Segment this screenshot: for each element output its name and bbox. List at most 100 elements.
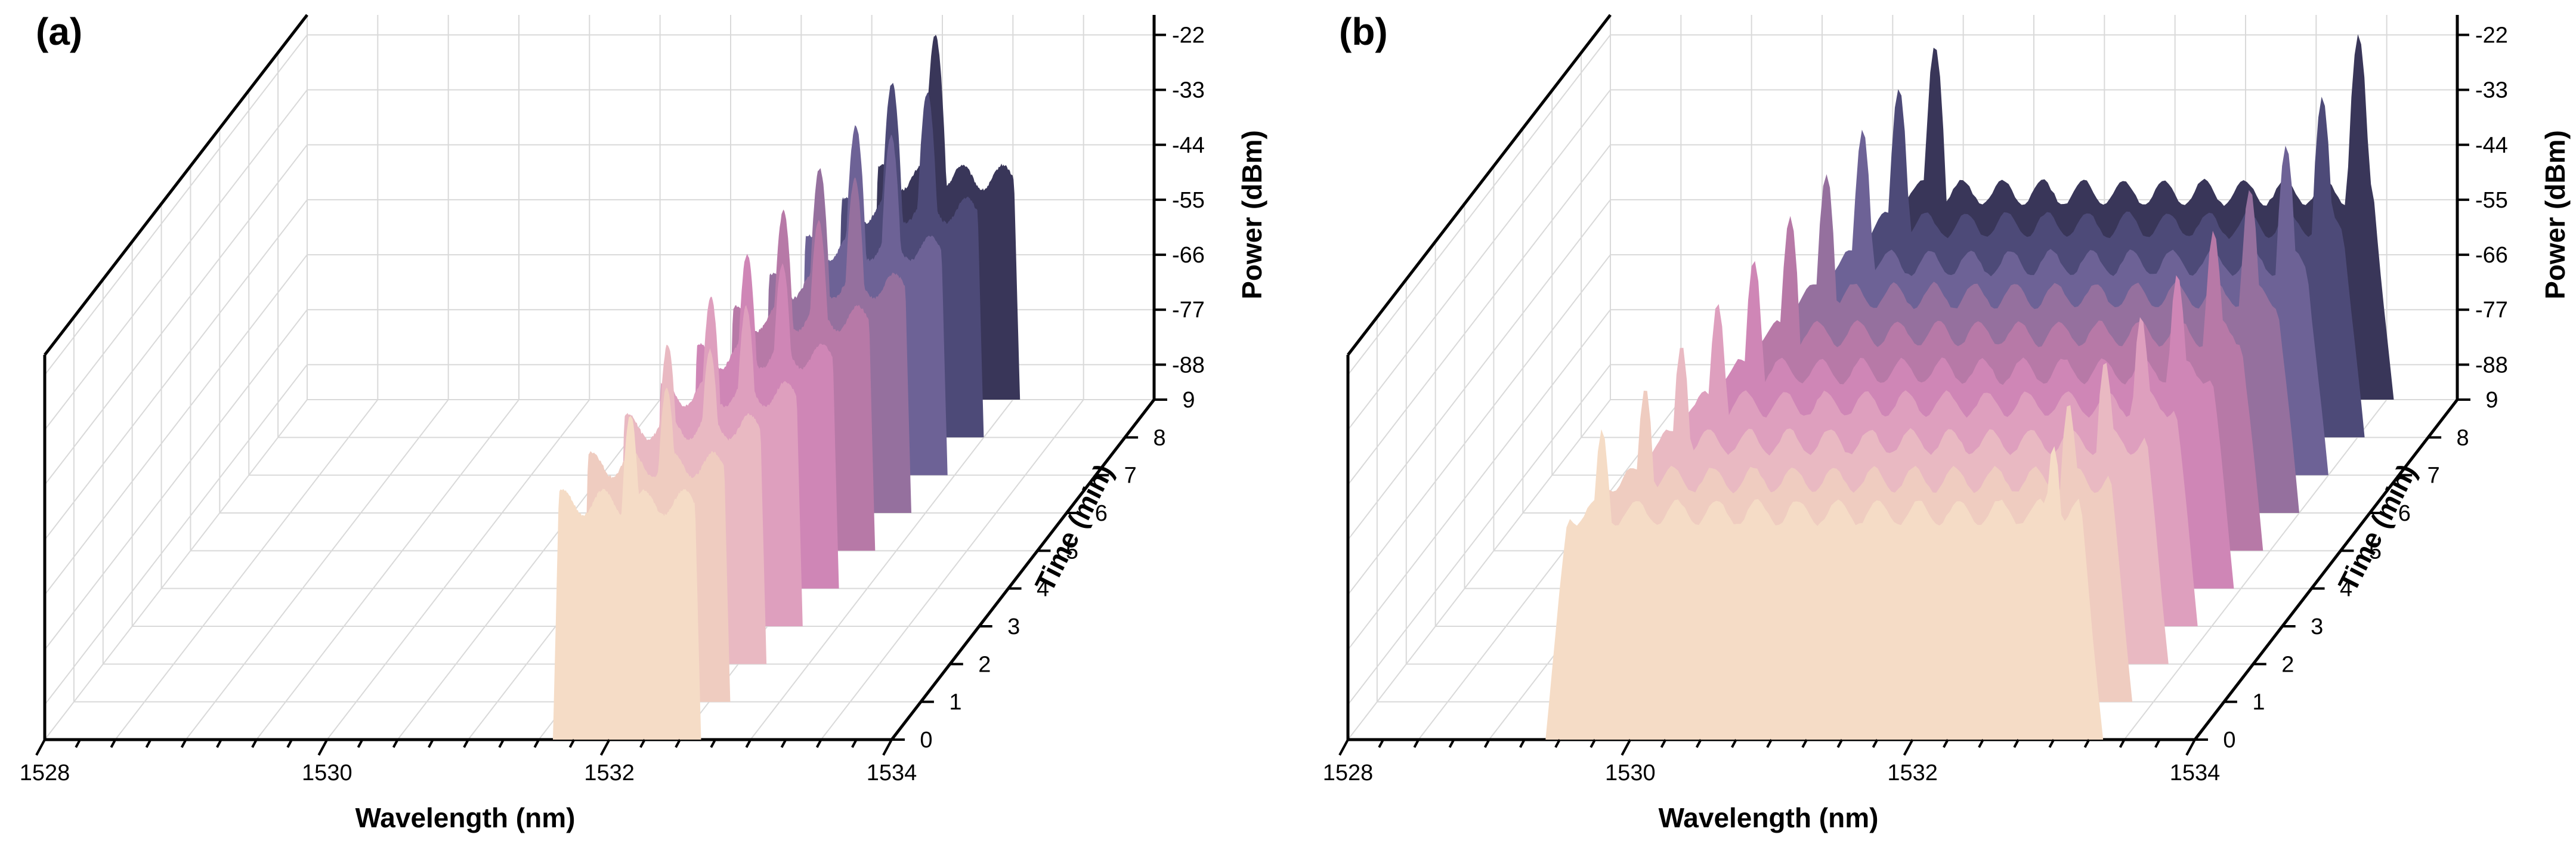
y-tick-label: 1 xyxy=(2252,690,2265,715)
z-tick-label: -66 xyxy=(1172,243,1205,268)
side-grid-line xyxy=(1347,309,1611,650)
x-tick xyxy=(1338,739,1349,756)
x-tick xyxy=(317,739,329,756)
x-minor-tick xyxy=(2119,739,2126,748)
side-grid-line xyxy=(1347,364,1611,705)
x-minor-tick xyxy=(2083,739,2091,748)
z-tick-label: -77 xyxy=(2475,298,2508,323)
series-layer xyxy=(1545,34,2394,740)
z-tick-label: -33 xyxy=(1172,78,1205,103)
y-tick-label: 4 xyxy=(1037,577,1049,602)
y-tick-label: 8 xyxy=(1154,425,1166,450)
floor-grid-line xyxy=(820,399,1084,740)
y-tick-label: 0 xyxy=(2223,728,2235,753)
x-minor-tick xyxy=(1801,739,1808,748)
x-minor-tick xyxy=(145,739,152,748)
floor-grid-line xyxy=(115,399,379,740)
side-grid-line xyxy=(1347,89,1611,431)
z-tick-label: -22 xyxy=(2475,23,2508,48)
x-tick xyxy=(2185,739,2196,756)
x-tick-label: 1534 xyxy=(867,760,917,786)
side-grid-line xyxy=(44,199,308,540)
z-tick-label: -33 xyxy=(2475,78,2508,103)
y-tick-label: 2 xyxy=(978,652,991,677)
y-tick-label: 2 xyxy=(2281,652,2294,677)
y-tick-label: 8 xyxy=(2457,425,2469,450)
axis-frame-edge xyxy=(2194,398,2459,741)
x-minor-tick xyxy=(1554,739,1561,748)
x-minor-tick xyxy=(568,739,576,748)
z-tick-label: -22 xyxy=(1172,23,1205,48)
x-tick xyxy=(35,739,46,756)
x-minor-tick xyxy=(392,739,399,748)
floor-grid-line xyxy=(326,399,590,740)
x-tick xyxy=(882,739,893,756)
x-minor-tick xyxy=(780,739,787,748)
side-grid-line xyxy=(1347,34,1611,376)
z-tick-label: -55 xyxy=(2475,188,2508,213)
x-minor-tick xyxy=(851,739,858,748)
y-tick-label: 9 xyxy=(2485,388,2498,413)
z-tick-label: -77 xyxy=(1172,298,1205,323)
x-minor-tick xyxy=(1448,739,1455,748)
y-tick-label: 3 xyxy=(2311,614,2323,639)
x-tick-label: 1530 xyxy=(1605,760,1656,786)
x-minor-tick xyxy=(815,739,822,748)
y-tick-label: 5 xyxy=(1066,539,1078,564)
x-tick xyxy=(599,739,611,756)
axis-frame-edge xyxy=(1347,14,1612,356)
x-minor-tick xyxy=(1766,739,1773,748)
x-minor-tick xyxy=(498,739,505,748)
z-tick-label: -44 xyxy=(1172,133,1205,158)
x-minor-tick xyxy=(675,739,681,748)
floor-grid-line xyxy=(1418,399,1682,740)
side-grid-line xyxy=(1347,144,1611,486)
x-axis-label: Wavelength (nm) xyxy=(355,802,576,833)
x-minor-tick xyxy=(251,739,258,748)
side-grid-line xyxy=(44,144,308,486)
x-minor-tick xyxy=(1836,739,1844,748)
x-minor-tick xyxy=(745,739,752,748)
spectrum-area-t0 xyxy=(553,416,701,740)
side-grid-line xyxy=(1347,199,1611,540)
y-tick-label: 9 xyxy=(1182,388,1195,413)
panel-label: (b) xyxy=(1339,10,1388,53)
x-minor-tick xyxy=(75,739,81,748)
x-minor-tick xyxy=(1872,739,1879,748)
x-minor-tick xyxy=(286,739,293,748)
side-grid-line xyxy=(44,254,308,595)
side-grid-line xyxy=(44,34,308,376)
x-minor-tick xyxy=(357,739,364,748)
side-grid-line xyxy=(1347,254,1611,595)
x-tick-label: 1534 xyxy=(2170,760,2221,786)
y-tick-label: 4 xyxy=(2340,577,2352,602)
side-grid-line xyxy=(44,89,308,431)
panel-label: (a) xyxy=(36,10,82,53)
y-tick-label: 7 xyxy=(2427,463,2440,489)
z-tick-label: -88 xyxy=(2475,353,2508,378)
floor-grid-line xyxy=(1347,399,1611,740)
side-grid-line xyxy=(44,309,308,650)
x-minor-tick xyxy=(428,739,434,748)
x-tick-label: 1530 xyxy=(302,760,352,786)
x-minor-tick xyxy=(1483,739,1490,748)
floor-grid-line xyxy=(44,399,308,740)
side-grid-line xyxy=(44,364,308,705)
x-minor-tick xyxy=(533,739,540,748)
z-axis-label: Power (dBm) xyxy=(2540,130,2571,299)
x-axis-label: Wavelength (nm) xyxy=(1659,802,1879,833)
y-tick-label: 6 xyxy=(2398,501,2411,526)
y-tick-label: 3 xyxy=(1007,614,1020,639)
floor-grid-line xyxy=(750,399,1014,740)
y-tick-label: 0 xyxy=(920,728,932,753)
x-minor-tick xyxy=(1660,739,1667,748)
x-minor-tick xyxy=(1589,739,1596,748)
z-tick-label: -88 xyxy=(1172,353,1205,378)
x-minor-tick xyxy=(1695,739,1702,748)
x-tick-label: 1528 xyxy=(20,760,70,786)
z-axis-label: Power (dBm) xyxy=(1236,130,1267,299)
x-tick xyxy=(1621,739,1632,756)
